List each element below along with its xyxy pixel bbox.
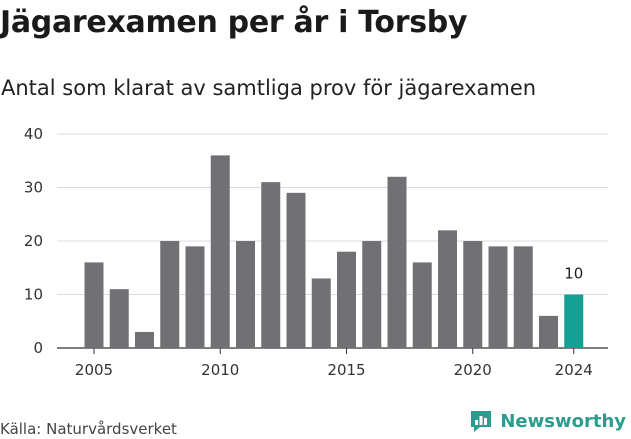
y-tick-label: 10 [24,286,43,304]
bar [488,246,508,348]
source-note: Källa: Naturvårdsverket [0,420,177,438]
chart-subtitle: Antal som klarat av samtliga prov för jä… [1,76,537,100]
x-axis: 2005 2010 2015 2020 2024 [75,348,593,379]
y-tick-label: 20 [24,232,43,250]
bar [513,246,533,348]
bar [261,182,281,348]
bar [236,241,255,348]
x-tick-label: 2020 [454,361,492,379]
x-tick-label: 2024 [555,361,593,379]
bar [539,315,558,348]
bar-highlighted [564,294,584,348]
bar [311,278,331,348]
bar [387,176,407,348]
data-labels: 10 [564,265,583,283]
data-label: 10 [564,265,583,283]
x-tick-label: 2005 [75,361,113,379]
y-tick-label: 0 [33,339,43,357]
bar [84,262,104,348]
bar [438,230,457,348]
bar [337,251,356,348]
bar [210,155,230,348]
y-tick-label: 40 [24,125,43,143]
x-tick-label: 2015 [327,361,365,379]
brand-name: Newsworthy [500,410,626,432]
bar [362,241,382,348]
bars [84,155,584,348]
y-axis: 0 10 20 30 40 [24,125,43,357]
bar [286,192,306,348]
bar [160,241,180,348]
x-tick-label: 2010 [201,361,239,379]
bar [109,289,129,348]
newsworthy-logo-icon [471,411,492,432]
brand-logo: Newsworthy [468,408,626,434]
bar-chart: 0 10 20 30 40 2005 2010 2015 2020 2024 10 [24,125,608,379]
bar [135,331,154,348]
chart-title: Jägarexamen per år i Torsby [0,5,468,40]
bar [463,241,483,348]
bar [185,246,205,348]
bar [412,262,432,348]
y-tick-label: 30 [24,179,43,197]
